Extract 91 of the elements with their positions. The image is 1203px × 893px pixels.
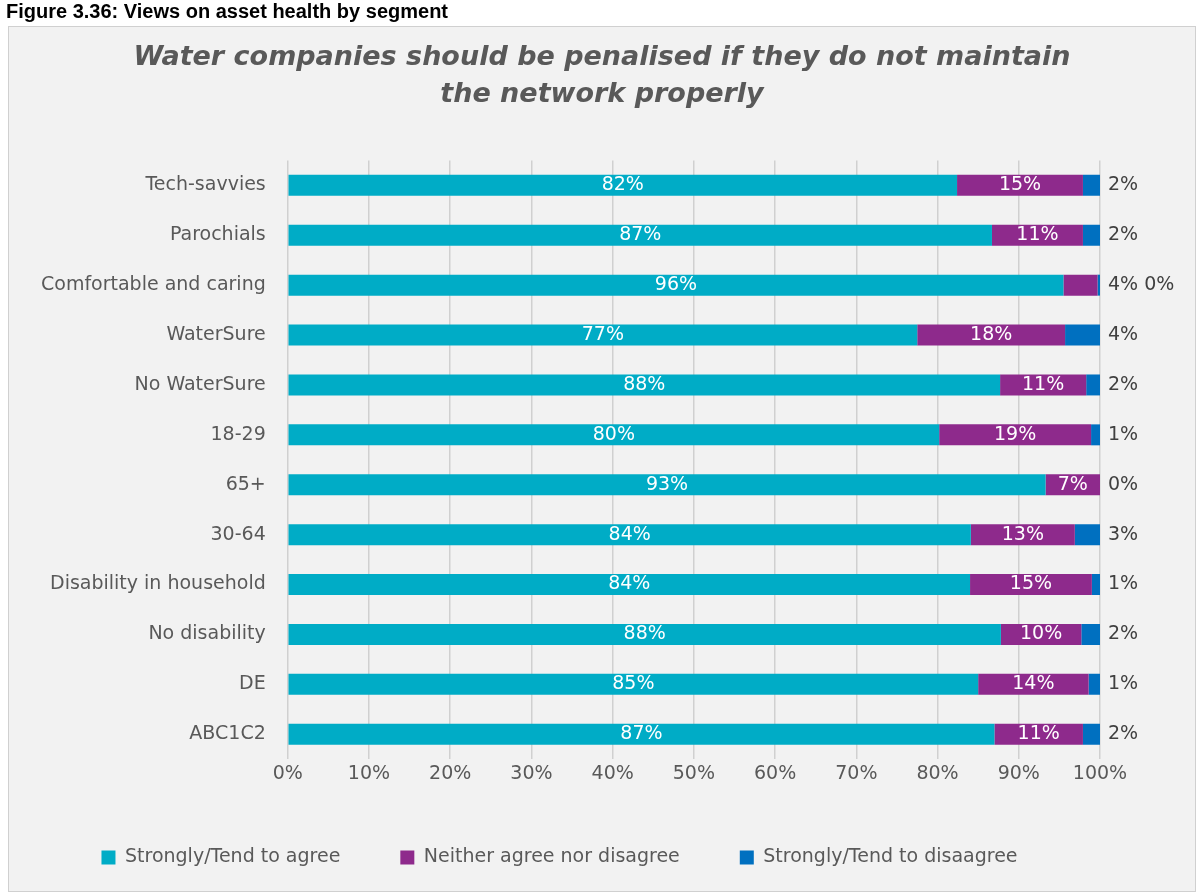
data-label: 2% [1108, 371, 1139, 394]
bar [1074, 524, 1100, 546]
bar [1088, 673, 1100, 695]
data-label: 0% [1108, 471, 1139, 494]
y-tick-label: 65+ [225, 471, 266, 494]
data-label: 2% [1108, 172, 1139, 195]
bar [917, 324, 1066, 346]
data-label: 10% [1019, 621, 1063, 644]
x-tick-label: 70% [835, 760, 878, 783]
data-label: 3% [1108, 521, 1139, 544]
data-label: 11% [1016, 222, 1059, 245]
bar [1091, 574, 1100, 596]
y-tick-label: WaterSure [166, 321, 266, 344]
data-label: 11% [1022, 371, 1065, 394]
data-label: 2% [1108, 721, 1139, 744]
bar [288, 174, 958, 196]
bar [1082, 224, 1100, 246]
bar [288, 224, 992, 246]
bar [939, 424, 1092, 446]
bar [1081, 623, 1100, 645]
data-label: 87% [619, 222, 662, 245]
legend-label: Strongly/Tend to agree [124, 844, 341, 867]
data-label: 15% [998, 172, 1042, 195]
x-tick-label: 90% [997, 760, 1040, 783]
data-label: 0% [1144, 272, 1175, 295]
x-tick-label: 50% [672, 760, 715, 783]
bar [1065, 324, 1100, 346]
x-tick-label: 20% [429, 760, 472, 783]
bar [970, 574, 1092, 596]
data-label: 93% [645, 471, 689, 494]
bar [288, 324, 918, 346]
bar [288, 374, 1001, 396]
data-label: 4% [1108, 321, 1139, 344]
caption: Figure 3.36: Views on asset health by segment [6, 0, 449, 23]
x-tick-label: 100% [1072, 760, 1128, 783]
x-tick-label: 30% [510, 760, 553, 783]
data-label: 88% [623, 371, 666, 394]
bar [288, 424, 940, 446]
y-tick-label: DE [239, 671, 266, 694]
x-tick-label: 60% [753, 760, 797, 783]
y-tick-label: Parochials [169, 222, 266, 245]
bar [288, 673, 979, 695]
y-tick-label: No WaterSure [134, 371, 266, 394]
bar [957, 174, 1083, 196]
data-label: 11% [1017, 721, 1060, 744]
data-label: 2% [1108, 621, 1139, 644]
data-label: 7% [1057, 471, 1088, 494]
legend-label: Neither agree nor disagree [423, 844, 680, 867]
data-label: 84% [608, 521, 651, 544]
chart-title: Water companies should be penalised if they do not maintain the network properly [132, 39, 1072, 110]
bar [1082, 723, 1100, 745]
bar [1091, 424, 1100, 446]
y-tick-label: Comfortable and caring [40, 272, 266, 295]
x-tick-label: 10% [347, 760, 391, 783]
data-label: 14% [1012, 671, 1055, 694]
data-label: 13% [1001, 521, 1044, 544]
data-label: 80% [592, 421, 635, 444]
data-label: 88% [623, 621, 666, 644]
data-label: 19% [994, 421, 1037, 444]
y-tick-label: 30-64 [210, 521, 266, 544]
y-tick-label: 18-29 [210, 421, 266, 444]
data-label: 15% [1009, 571, 1053, 594]
data-label: 1% [1108, 671, 1139, 694]
y-tick-label: Tech-savvies [144, 172, 266, 195]
data-label: 84% [608, 571, 651, 594]
data-label: 85% [612, 671, 655, 694]
y-tick-label: ABC1C2 [189, 721, 266, 744]
y-tick-label: Disability in household [50, 571, 266, 594]
bar [288, 723, 995, 745]
bar [288, 623, 1001, 645]
data-label: 1% [1108, 571, 1139, 594]
bar [1063, 274, 1098, 296]
data-label: 18% [970, 321, 1013, 344]
data-label: 2% [1108, 222, 1139, 245]
legend-label: Strongly/Tend to disaagree [763, 844, 1018, 867]
bar [288, 274, 1064, 296]
bar [288, 574, 971, 596]
y-tick-label: No disability [148, 621, 266, 644]
x-tick-label: 80% [916, 760, 959, 783]
bar [1082, 174, 1100, 196]
bar [288, 524, 971, 546]
data-label: 87% [620, 721, 663, 744]
x-tick-label: 40% [591, 760, 634, 783]
data-label: 82% [601, 172, 644, 195]
bar [288, 474, 1046, 496]
data-label: 4% [1108, 272, 1139, 295]
data-label: 1% [1108, 421, 1139, 444]
bar [1086, 374, 1100, 396]
data-label: 77% [581, 321, 624, 344]
data-label: 96% [654, 272, 698, 295]
x-tick-label: 0% [272, 760, 303, 783]
